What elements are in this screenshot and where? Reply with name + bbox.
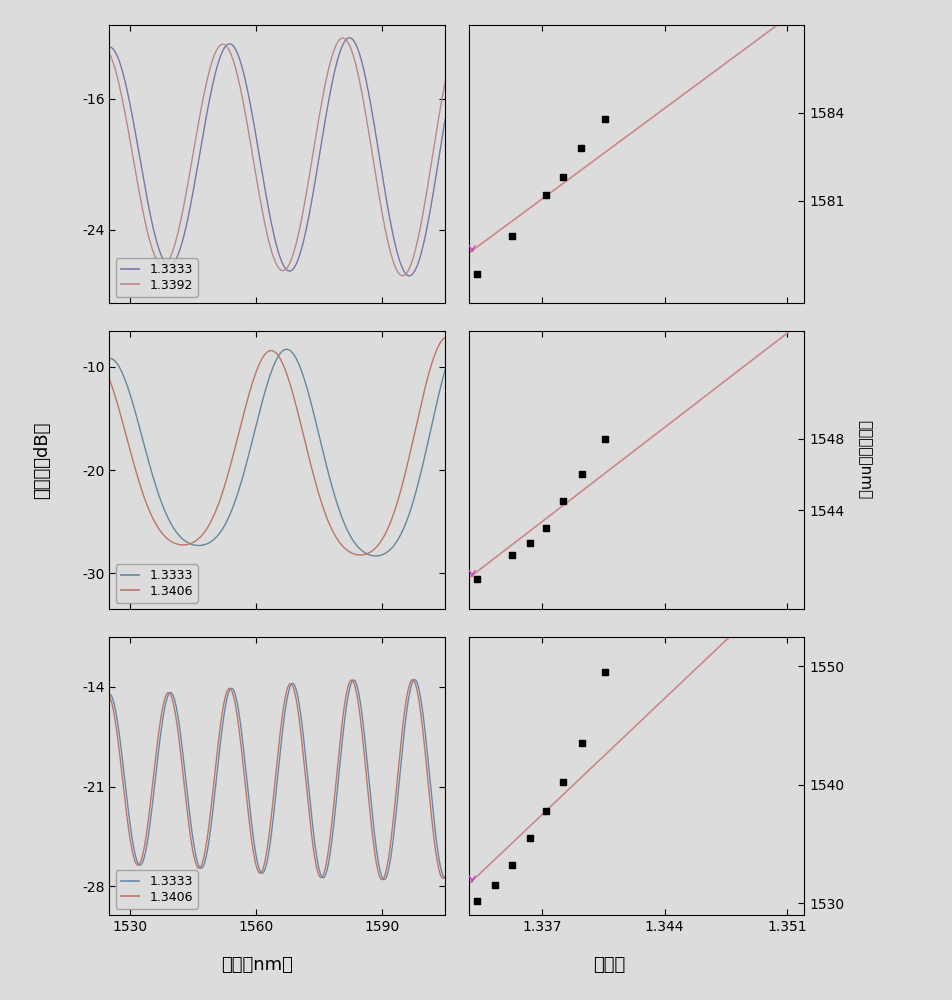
Point — [538, 520, 553, 536]
Point — [598, 431, 613, 447]
Text: 峰値波长（nm）: 峰値波长（nm） — [857, 420, 872, 500]
Point — [575, 466, 590, 482]
Point — [505, 228, 520, 244]
Point — [556, 493, 571, 509]
Point — [575, 735, 590, 751]
Point — [538, 187, 553, 203]
Text: 透射谱（dB）: 透射谱（dB） — [33, 421, 51, 499]
Point — [487, 877, 503, 893]
Point — [598, 664, 613, 680]
Legend: 1.3333, 1.3406: 1.3333, 1.3406 — [116, 564, 198, 603]
Point — [470, 571, 486, 587]
Point — [556, 774, 571, 790]
Point — [556, 169, 571, 185]
Point — [470, 266, 486, 282]
Legend: 1.3333, 1.3392: 1.3333, 1.3392 — [116, 258, 198, 297]
Legend: 1.3333, 1.3406: 1.3333, 1.3406 — [116, 870, 198, 909]
Point — [598, 111, 613, 127]
Point — [573, 140, 588, 156]
Text: 折射率: 折射率 — [593, 956, 625, 974]
Point — [523, 830, 538, 846]
Point — [523, 535, 538, 551]
Text: 波长（nm）: 波长（nm） — [221, 956, 293, 974]
Point — [505, 857, 520, 873]
Point — [505, 547, 520, 563]
Point — [538, 803, 553, 819]
Point — [470, 893, 486, 909]
